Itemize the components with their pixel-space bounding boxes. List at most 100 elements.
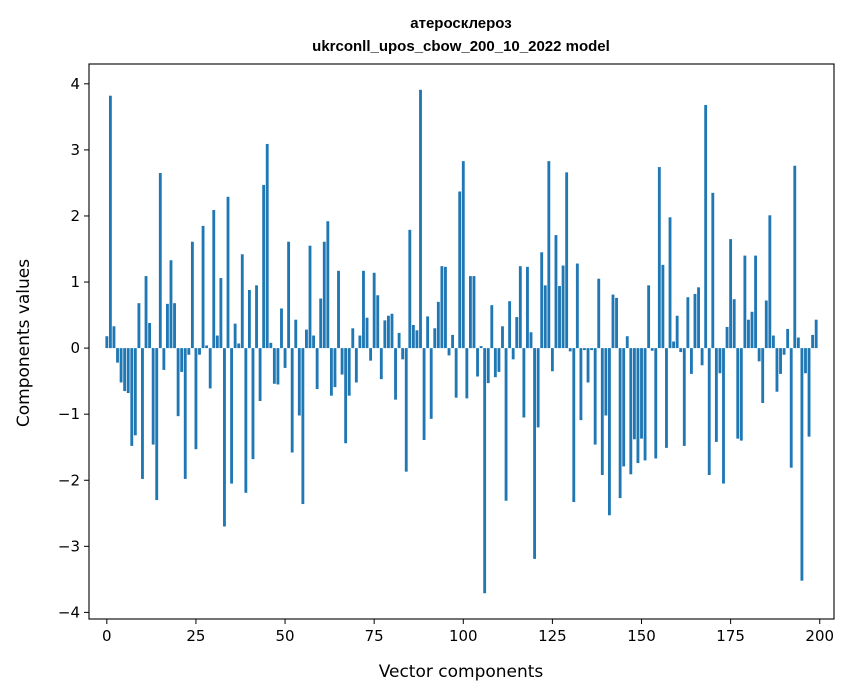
bar-121 bbox=[536, 348, 540, 428]
bar-146 bbox=[625, 336, 629, 349]
bar-55 bbox=[301, 348, 305, 505]
bar-105 bbox=[479, 346, 483, 349]
y-axis-label: Components values bbox=[14, 259, 34, 427]
bar-136 bbox=[590, 348, 594, 351]
x-tick-label: 150 bbox=[627, 627, 656, 645]
bar-48 bbox=[276, 348, 280, 385]
bar-87 bbox=[415, 330, 419, 349]
y-tick-label: −2 bbox=[58, 471, 80, 489]
bar-118 bbox=[526, 266, 529, 349]
bar-58 bbox=[312, 335, 315, 349]
bar-18 bbox=[169, 260, 173, 349]
plot-area-frame bbox=[88, 63, 835, 620]
bar-97 bbox=[451, 334, 455, 349]
bar-178 bbox=[739, 348, 743, 441]
bar-156 bbox=[661, 264, 665, 349]
bar-41 bbox=[251, 348, 255, 460]
bar-33 bbox=[223, 348, 226, 527]
bar-110 bbox=[497, 348, 501, 372]
y-axis-ticks: −4 −3 −2 −1 0 1 2 3 4 bbox=[58, 75, 89, 621]
bar-0 bbox=[105, 336, 109, 349]
bar-163 bbox=[686, 297, 690, 349]
bar-5 bbox=[123, 348, 127, 392]
bar-152 bbox=[647, 285, 651, 349]
bar-162 bbox=[682, 348, 686, 446]
bar-149 bbox=[636, 348, 640, 464]
chart-subtitle: ukrconll_upos_cbow_200_10_2022 model bbox=[312, 38, 610, 55]
x-tick-label: 50 bbox=[276, 627, 295, 645]
y-tick-label: −1 bbox=[58, 405, 80, 423]
bar-78 bbox=[383, 320, 387, 349]
bar-191 bbox=[786, 328, 790, 349]
bar-42 bbox=[255, 285, 258, 349]
bar-96 bbox=[447, 348, 451, 356]
bar-26 bbox=[198, 348, 201, 355]
bar-197 bbox=[807, 348, 811, 437]
bar-88 bbox=[419, 89, 422, 349]
bar-107 bbox=[486, 348, 490, 384]
bar-186 bbox=[768, 215, 772, 349]
bar-12 bbox=[148, 323, 152, 349]
bar-120 bbox=[533, 348, 536, 559]
bar-66 bbox=[340, 348, 344, 375]
bar-51 bbox=[287, 241, 291, 349]
bar-90 bbox=[426, 316, 430, 349]
y-tick-label: 0 bbox=[70, 339, 80, 357]
bar-8 bbox=[133, 348, 137, 436]
bar-81 bbox=[394, 348, 397, 400]
bar-174 bbox=[725, 326, 729, 349]
bar-100 bbox=[461, 161, 465, 349]
bar-173 bbox=[722, 348, 725, 484]
bar-63 bbox=[329, 348, 333, 396]
bar-22 bbox=[183, 348, 187, 479]
bar-131 bbox=[572, 348, 576, 503]
bar-104 bbox=[476, 348, 479, 377]
bar-73 bbox=[365, 317, 369, 349]
bar-75 bbox=[372, 272, 376, 349]
bar-71 bbox=[358, 335, 362, 349]
bar-76 bbox=[376, 295, 380, 349]
bar-69 bbox=[351, 328, 355, 349]
bar-122 bbox=[540, 252, 544, 349]
bar-141 bbox=[608, 348, 611, 516]
x-tick-label: 25 bbox=[186, 627, 205, 645]
x-axis-ticks: 0 25 50 75 100 125 150 175 200 bbox=[102, 619, 834, 645]
bar-128 bbox=[561, 265, 565, 349]
bar-132 bbox=[575, 263, 579, 349]
bar-161 bbox=[679, 348, 683, 353]
bar-65 bbox=[337, 270, 340, 349]
bar-79 bbox=[387, 315, 390, 349]
x-tick-label: 125 bbox=[538, 627, 567, 645]
bar-181 bbox=[750, 311, 754, 349]
bar-36 bbox=[233, 323, 237, 349]
bar-64 bbox=[333, 348, 337, 388]
bar-164 bbox=[689, 348, 693, 374]
bar-157 bbox=[665, 348, 668, 448]
bar-47 bbox=[272, 348, 276, 384]
bar-145 bbox=[622, 348, 626, 467]
bars-group bbox=[105, 89, 818, 594]
bar-140 bbox=[604, 348, 608, 416]
bar-171 bbox=[714, 348, 718, 442]
bar-11 bbox=[144, 276, 148, 349]
bar-129 bbox=[565, 172, 569, 349]
bar-40 bbox=[247, 289, 251, 349]
bar-188 bbox=[775, 348, 779, 392]
bar-70 bbox=[354, 348, 358, 383]
x-tick-label: 75 bbox=[365, 627, 384, 645]
bar-16 bbox=[162, 348, 166, 370]
bar-91 bbox=[429, 348, 433, 419]
bar-46 bbox=[269, 342, 273, 349]
bar-144 bbox=[618, 348, 622, 499]
bar-98 bbox=[454, 348, 458, 398]
bar-7 bbox=[130, 348, 134, 446]
bar-133 bbox=[579, 348, 583, 421]
bar-1 bbox=[108, 95, 112, 349]
bar-30 bbox=[212, 210, 216, 349]
bar-160 bbox=[675, 315, 679, 349]
bar-23 bbox=[187, 348, 191, 355]
bar-49 bbox=[280, 308, 283, 349]
bar-14 bbox=[155, 348, 159, 501]
